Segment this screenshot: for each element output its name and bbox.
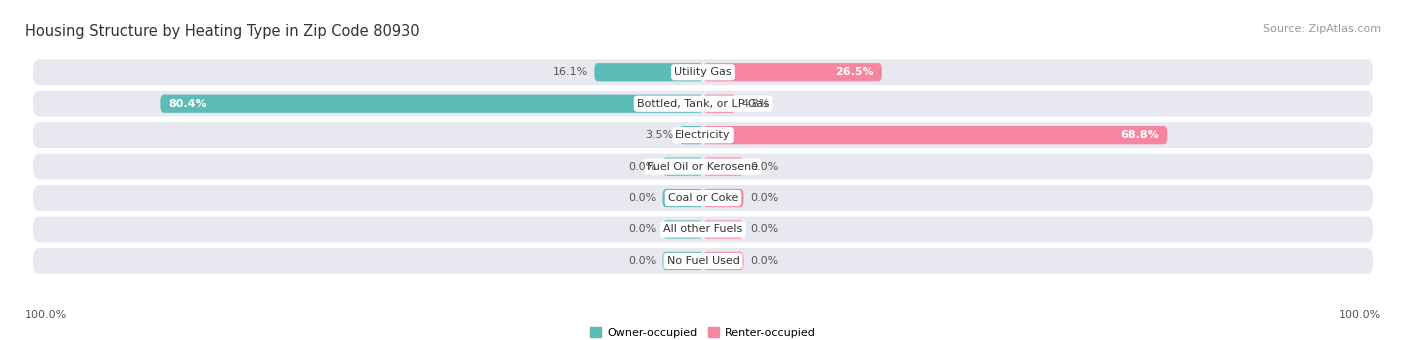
Text: Fuel Oil or Kerosene: Fuel Oil or Kerosene [647,162,759,172]
Text: 0.0%: 0.0% [628,193,657,203]
FancyBboxPatch shape [703,126,1167,144]
FancyBboxPatch shape [32,248,1374,274]
Text: 3.5%: 3.5% [645,130,673,140]
Text: 0.0%: 0.0% [628,256,657,266]
Text: Electricity: Electricity [675,130,731,140]
Legend: Owner-occupied, Renter-occupied: Owner-occupied, Renter-occupied [586,323,820,340]
Text: 100.0%: 100.0% [1339,310,1381,320]
FancyBboxPatch shape [703,157,744,176]
FancyBboxPatch shape [703,220,744,239]
FancyBboxPatch shape [32,217,1374,242]
Text: 26.5%: 26.5% [835,67,873,77]
FancyBboxPatch shape [662,252,703,270]
Text: 0.0%: 0.0% [749,162,778,172]
Text: Coal or Coke: Coal or Coke [668,193,738,203]
FancyBboxPatch shape [32,91,1374,117]
FancyBboxPatch shape [703,252,744,270]
FancyBboxPatch shape [662,220,703,239]
FancyBboxPatch shape [32,122,1374,148]
FancyBboxPatch shape [32,59,1374,85]
Text: 68.8%: 68.8% [1121,130,1160,140]
Text: Bottled, Tank, or LP Gas: Bottled, Tank, or LP Gas [637,99,769,109]
FancyBboxPatch shape [703,63,882,81]
FancyBboxPatch shape [160,95,703,113]
Text: 100.0%: 100.0% [25,310,67,320]
FancyBboxPatch shape [662,189,703,207]
FancyBboxPatch shape [662,157,703,176]
Text: 0.0%: 0.0% [749,256,778,266]
Text: No Fuel Used: No Fuel Used [666,256,740,266]
Text: 0.0%: 0.0% [628,224,657,235]
FancyBboxPatch shape [32,154,1374,180]
Text: 0.0%: 0.0% [749,193,778,203]
Text: Source: ZipAtlas.com: Source: ZipAtlas.com [1263,24,1381,34]
FancyBboxPatch shape [703,189,744,207]
Text: 16.1%: 16.1% [553,67,588,77]
Text: Housing Structure by Heating Type in Zip Code 80930: Housing Structure by Heating Type in Zip… [25,24,420,39]
FancyBboxPatch shape [32,185,1374,211]
Text: Utility Gas: Utility Gas [675,67,731,77]
FancyBboxPatch shape [703,95,735,113]
FancyBboxPatch shape [595,63,703,81]
Text: 0.0%: 0.0% [628,162,657,172]
Text: All other Fuels: All other Fuels [664,224,742,235]
Text: 80.4%: 80.4% [169,99,207,109]
Text: 0.0%: 0.0% [749,224,778,235]
Text: 4.8%: 4.8% [742,99,770,109]
FancyBboxPatch shape [679,126,703,144]
